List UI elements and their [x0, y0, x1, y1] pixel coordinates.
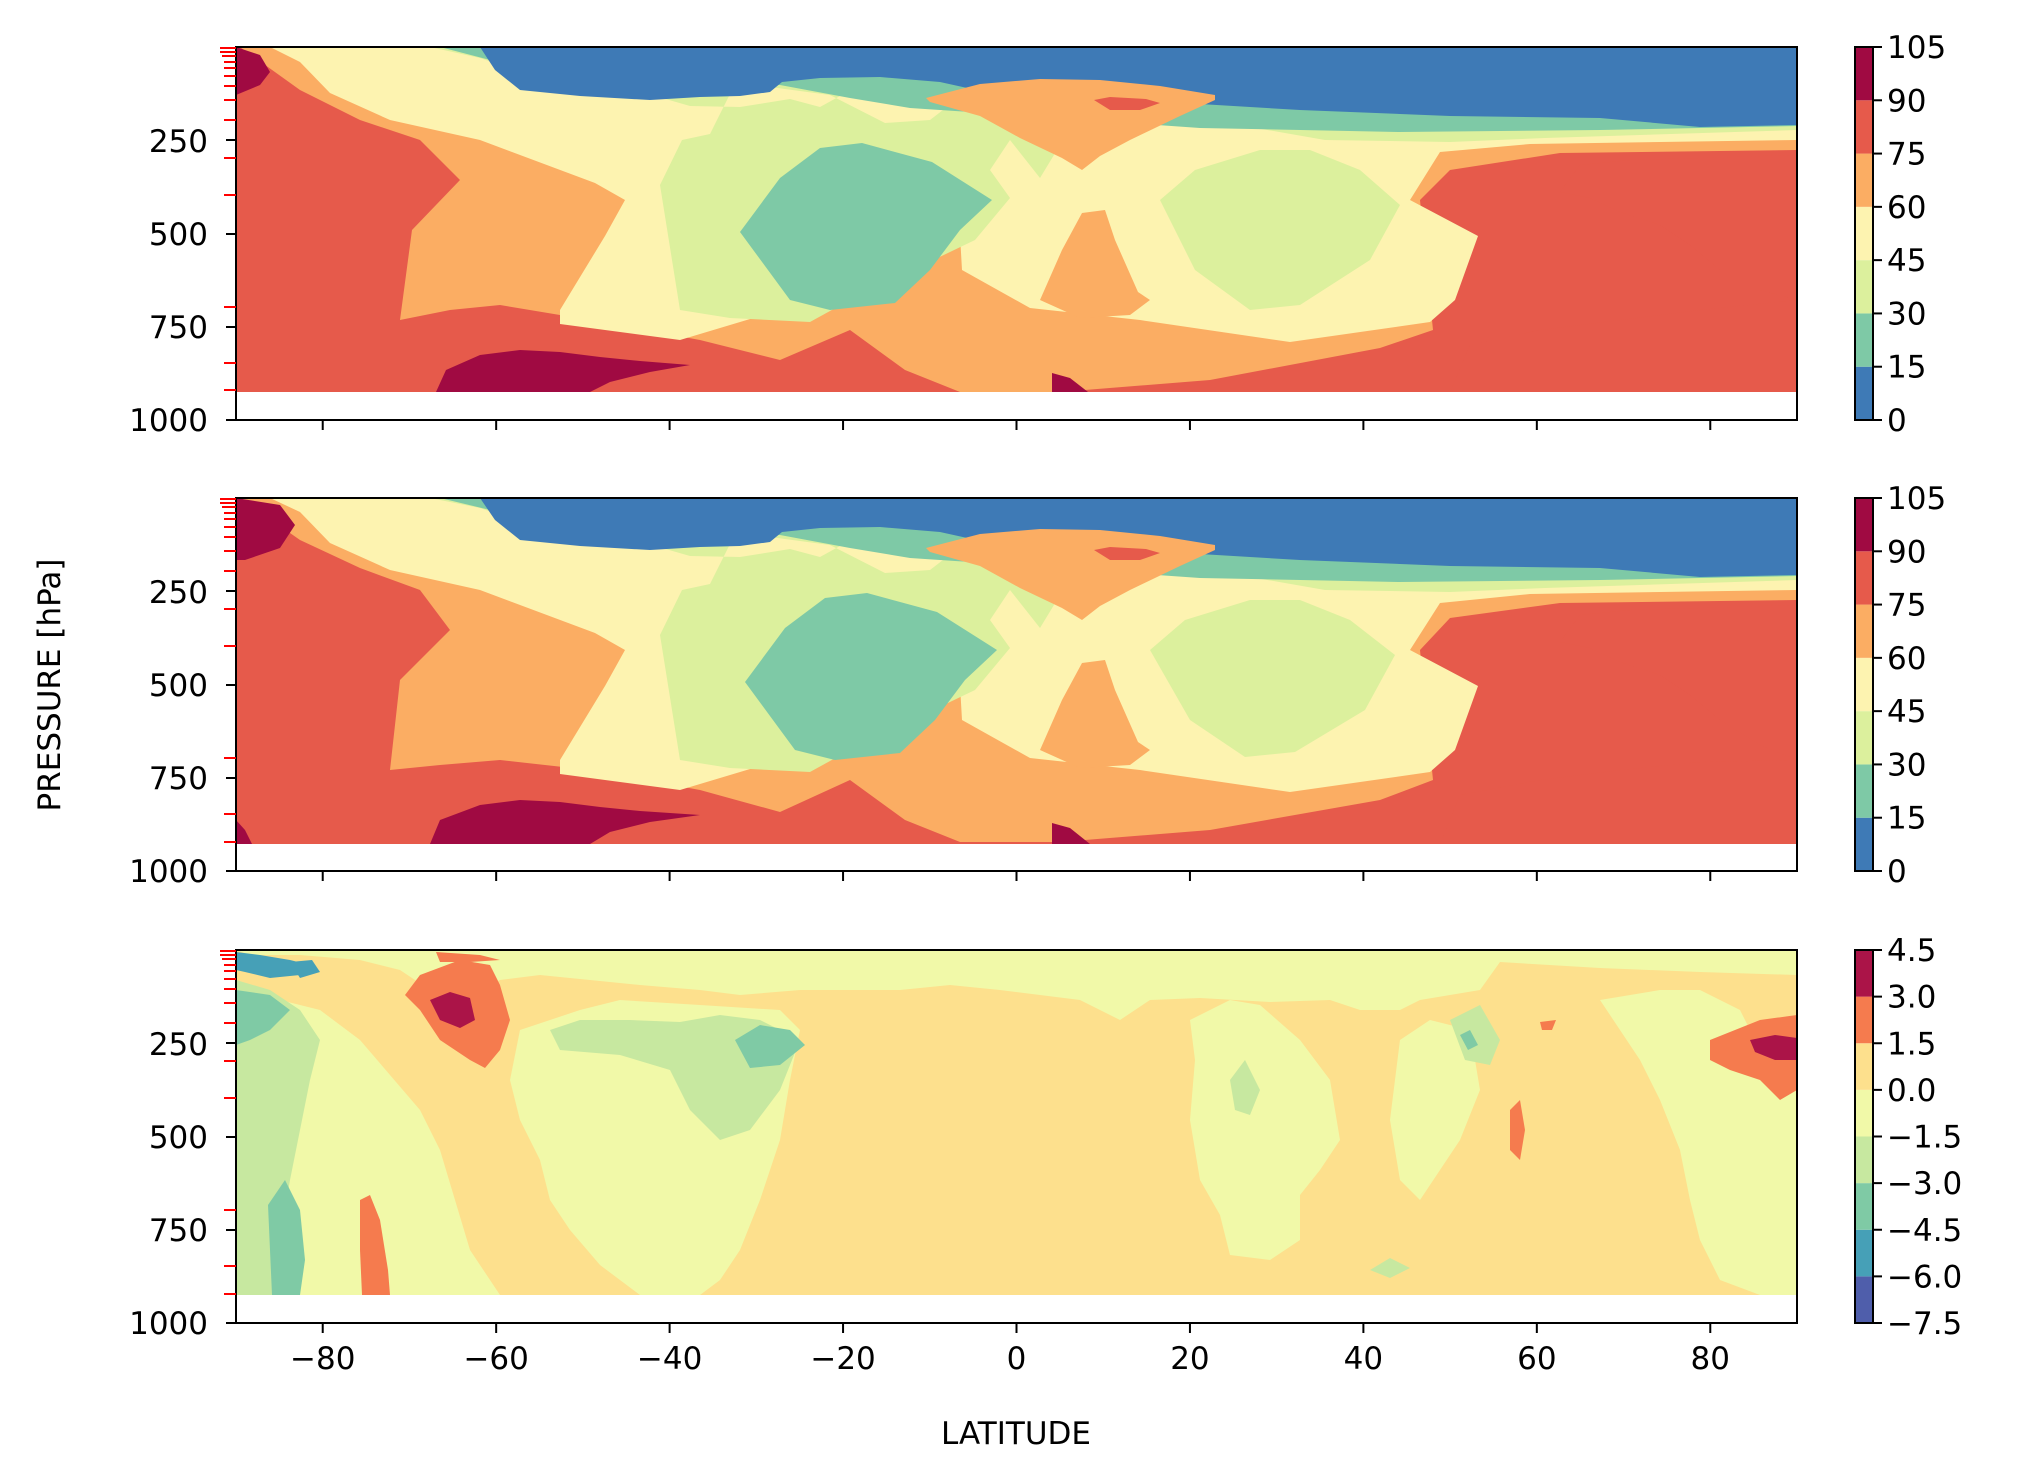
panel-2-ytick-label: 500 [149, 668, 208, 704]
colorbar-segment [1855, 551, 1873, 605]
colorbar-segment [1855, 153, 1873, 207]
colorbar-segment [1855, 1183, 1873, 1230]
colorbar-tick-label: 105 [1887, 30, 1946, 66]
x-tick-label: −40 [637, 1341, 702, 1377]
colorbar-segment [1855, 1229, 1873, 1277]
panel-3-x-ticks: −80 −60 −40 −20 0 20 40 60 80 [290, 1323, 1730, 1377]
colorbar-tick-label: −6.0 [1887, 1259, 1962, 1295]
colorbar-segment [1855, 764, 1873, 818]
colorbar-tick-label: 3.0 [1887, 980, 1936, 1016]
colorbar-tick-label: 105 [1887, 481, 1946, 517]
x-tick-label: −80 [290, 1341, 355, 1377]
colorbar-tick-label: 90 [1887, 83, 1926, 119]
colorbar-tick-label: 15 [1887, 801, 1926, 837]
panel-3-ytick-label: 1000 [129, 1306, 208, 1342]
panel-3-ytick-label: 250 [149, 1027, 208, 1063]
colorbar-tick-label: 0.0 [1887, 1073, 1936, 1109]
colorbar-segment [1855, 1136, 1873, 1184]
colorbar-tick-label: −1.5 [1887, 1120, 1962, 1156]
panel-3-y-axis: 250 500 750 1000 [129, 1027, 236, 1342]
colorbar-frame [1854, 46, 1874, 421]
colorbar-tick-label: −4.5 [1887, 1213, 1962, 1249]
panel-3-red-pressure-ticks [220, 950, 236, 1295]
colorbar-segment [1855, 1043, 1873, 1090]
panel-2-ytick-label: 250 [149, 575, 208, 611]
colorbar-segment [1855, 996, 1873, 1044]
x-tick-label: 0 [1007, 1341, 1027, 1377]
panel-1-red-pressure-ticks [220, 47, 236, 391]
colorbar-tick-label: 75 [1887, 588, 1926, 624]
colorbar-tick-label: 60 [1887, 641, 1926, 677]
colorbar-tick-label: 45 [1887, 243, 1926, 279]
colorbar-tick-label: 30 [1887, 747, 1926, 783]
panel-3-colorbar: −7.5 −6.0 −4.5 −3.0 −1.5 0.0 1.5 3.0 4.5 [1854, 933, 1962, 1342]
panel-3-contour-field [236, 950, 1797, 1323]
colorbar-segment [1855, 47, 1873, 101]
colorbar-segment [1855, 498, 1873, 552]
colorbar-segment [1855, 657, 1873, 712]
colorbar-segment [1855, 260, 1873, 314]
colorbar-segment [1855, 313, 1873, 367]
panel-2-colorbar: 0 15 30 45 60 75 90 105 [1854, 481, 1946, 890]
colorbar-tick-label: 30 [1887, 296, 1926, 332]
panel-2-x-ticks [321, 871, 1712, 881]
colorbar-tick-label: 0 [1887, 854, 1907, 890]
panel-2-ytick-label: 750 [149, 761, 208, 797]
colorbar-segment [1855, 1089, 1873, 1137]
panel-2: 250 500 750 1000 0 15 30 45 60 75 90 105 [129, 481, 1946, 890]
colorbar-tick-label: 4.5 [1887, 933, 1936, 969]
panel-1-ytick-label: 1000 [129, 403, 208, 439]
x-tick-label: 40 [1344, 1341, 1383, 1377]
colorbar-segment [1855, 206, 1873, 261]
colorbar-tick-label: 60 [1887, 190, 1926, 226]
colorbar-segment [1855, 366, 1873, 420]
panel-1-contour-field [236, 47, 1797, 420]
y-axis-label: PRESSURE [hPa] [32, 559, 68, 812]
panel-2-red-pressure-ticks [220, 498, 236, 843]
x-tick-label: −60 [463, 1341, 528, 1377]
colorbar-tick-label: 15 [1887, 350, 1926, 386]
panel-1-ytick-label: 250 [149, 124, 208, 160]
colorbar-frame [1854, 497, 1874, 872]
x-tick-label: 20 [1170, 1341, 1209, 1377]
colorbar-tick-label: 1.5 [1887, 1026, 1936, 1062]
colorbar-segment [1855, 100, 1873, 154]
colorbar-tick-label: −7.5 [1887, 1306, 1962, 1342]
colorbar-segment [1855, 711, 1873, 765]
panel-1-y-axis: 250 500 750 1000 [129, 124, 236, 439]
panel-1-ytick-label: 750 [149, 310, 208, 346]
colorbar-segment [1855, 1276, 1873, 1323]
x-tick-label: 60 [1517, 1341, 1556, 1377]
panel-2-y-axis: 250 500 750 1000 [129, 575, 236, 890]
colorbar-segment [1855, 817, 1873, 871]
panel-2-contour-field [236, 498, 1797, 871]
panel-1-colorbar: 0 15 30 45 60 75 90 105 [1854, 30, 1946, 439]
colorbar-tick-label: 90 [1887, 534, 1926, 570]
colorbar-tick-label: −3.0 [1887, 1166, 1962, 1202]
colorbar-tick-label: 45 [1887, 694, 1926, 730]
panel-3-ytick-label: 500 [149, 1120, 208, 1156]
colorbar-segment [1855, 950, 1873, 997]
colorbar-tick-label: 75 [1887, 137, 1926, 173]
panel-3: 250 500 750 1000 −80 −60 −40 −20 0 20 40 60 80 −… [129, 933, 1962, 1377]
x-tick-label: 80 [1691, 1341, 1730, 1377]
colorbar-segment [1855, 604, 1873, 658]
panel-1: 250 500 750 1000 0 15 30 45 60 75 90 105 [129, 30, 1946, 439]
x-tick-label: −20 [810, 1341, 875, 1377]
panel-1-x-ticks [321, 420, 1712, 430]
x-axis-label: LATITUDE [941, 1416, 1091, 1452]
colorbar-tick-label: 0 [1887, 403, 1907, 439]
panel-1-ytick-label: 500 [149, 217, 208, 253]
panel-3-ytick-label: 750 [149, 1213, 208, 1249]
panel-2-ytick-label: 1000 [129, 854, 208, 890]
